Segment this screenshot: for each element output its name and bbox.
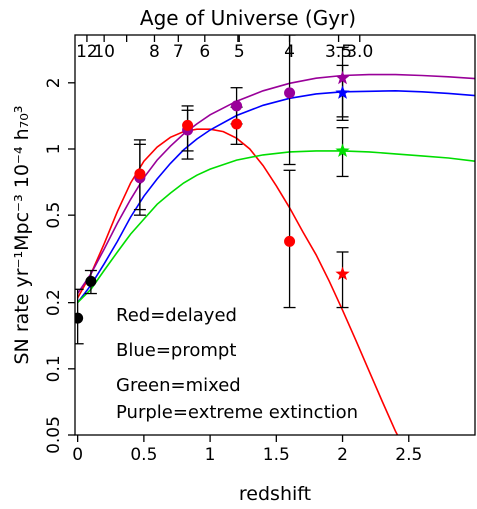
top-tick-label: 6 <box>199 42 210 62</box>
plot-frame <box>74 34 476 436</box>
data-marker-star <box>335 143 350 157</box>
y-tick-label: 1 <box>44 144 64 155</box>
data-marker-circle <box>231 100 243 112</box>
top-tick-label: 10 <box>93 42 115 62</box>
legend-entry-blue: Blue=prompt <box>116 340 236 361</box>
data-marker-circle <box>231 118 243 130</box>
data-marker-circle <box>284 87 296 99</box>
plot-area <box>75 35 475 435</box>
x-tick-label: 0 <box>72 445 83 465</box>
data-marker-star <box>335 266 350 281</box>
data-markers <box>75 70 350 324</box>
model-curves <box>76 73 475 435</box>
x-tick-label: 2.5 <box>395 445 422 465</box>
x-tick-label: 0.5 <box>130 445 157 465</box>
y-tick-label: 0.5 <box>44 202 64 229</box>
legend: Red=delayed Blue=prompt Green=mixed Purp… <box>116 305 358 423</box>
data-marker-circle <box>284 235 296 247</box>
data-marker-circle <box>182 119 194 131</box>
data-marker-circle <box>75 312 84 324</box>
x-tick-label: 1 <box>205 445 216 465</box>
y-tick-label: 0.1 <box>44 355 64 382</box>
y-tick-label: 2 <box>44 77 64 88</box>
x-axis-ticks: 0 0.5 1 1.5 2 2.5 <box>72 435 422 465</box>
x-tick-label: 2 <box>337 445 348 465</box>
y-tick-label: 0.05 <box>44 416 64 454</box>
data-marker-circle <box>85 275 97 287</box>
y-tick-label: 0.2 <box>44 289 64 316</box>
y-axis-label: SN rate yr⁻¹Mpc⁻³ 10⁻⁴ h₇₀³ <box>11 106 33 365</box>
top-axis-title: Age of Universe (Gyr) <box>140 6 356 30</box>
y-axis-ticks: 0.05 0.1 0.2 0.5 1 2 <box>44 77 75 454</box>
model-curve <box>76 89 475 304</box>
x-tick-label: 1.5 <box>263 445 290 465</box>
data-marker-star <box>335 70 350 85</box>
top-tick-label: 3.0 <box>346 42 373 62</box>
legend-entry-green: Green=mixed <box>116 375 241 396</box>
model-curve <box>77 150 475 304</box>
top-tick-label: 12 <box>76 42 98 62</box>
top-tick-label: 5 <box>234 42 245 62</box>
data-marker-circle <box>134 168 146 180</box>
top-tick-label: 7 <box>173 42 184 62</box>
top-tick-label: 8 <box>149 42 160 62</box>
legend-entry-red: Red=delayed <box>116 305 237 326</box>
model-curve <box>76 128 399 435</box>
data-marker-star <box>335 85 350 99</box>
x-axis-label: redshift <box>239 483 311 505</box>
legend-entry-purple: Purple=extreme extinction <box>116 402 358 423</box>
model-curve <box>76 73 475 294</box>
